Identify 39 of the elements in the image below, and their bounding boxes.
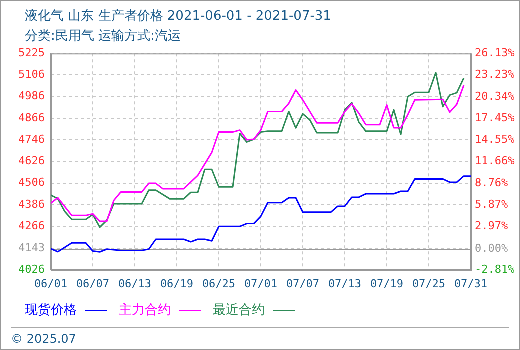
x-tick-label: 07/13 (328, 277, 362, 290)
y2-tick-label: 14.55% (475, 133, 516, 146)
x-tick-label: 07/19 (370, 277, 404, 290)
y-tick-label: 4626 (18, 154, 45, 168)
y2-tick-label: 17.45% (475, 111, 516, 124)
x-tick-label: 07/07 (286, 277, 320, 290)
y-tick-label: 4506 (18, 176, 45, 190)
y-tick-label: 4386 (18, 198, 45, 211)
x-tick-label: 07/25 (412, 277, 446, 290)
x-tick-label: 07/31 (454, 277, 488, 290)
y2-tick-label: 26.13% (475, 46, 516, 60)
y-tick-label: 4986 (18, 90, 45, 103)
y-tick-label: 4026 (18, 262, 45, 276)
x-tick-label: 06/19 (160, 277, 194, 290)
y2-tick-label: 20.34% (475, 90, 516, 103)
chart-subtitle: 分类:民用气 运输方式:汽运 (25, 28, 181, 45)
y-tick-label: 5106 (18, 68, 45, 81)
y2-tick-label: -2.81% (475, 262, 516, 276)
y-tick-label: 4746 (18, 132, 45, 146)
x-tick-label: 06/01 (34, 277, 68, 290)
legend-label: 最近合约 (213, 302, 265, 319)
x-tick-label: 06/07 (76, 277, 110, 290)
x-tick-label: 07/01 (244, 277, 278, 290)
y2-tick-label: 0.00% (475, 242, 508, 255)
y-tick-label: 4866 (18, 111, 45, 124)
chart-title: 液化气 山东 生产者价格 2021-06-01 - 2021-07-31 (25, 8, 332, 25)
y2-tick-label: 8.76% (475, 176, 508, 190)
y-tick-label: 4266 (18, 220, 45, 233)
y2-tick-label: 23.23% (475, 68, 516, 82)
x-tick-label: 06/25 (202, 277, 236, 290)
y2-tick-label: 11.66% (475, 154, 516, 168)
legend-label: 现货价格 (25, 302, 77, 319)
x-tick-label: 06/13 (118, 277, 152, 290)
y2-tick-label: 2.97% (475, 220, 508, 233)
y-tick-label: 5225 (18, 46, 45, 60)
text: © 2025.07 (11, 332, 76, 346)
legend-label: 主力合约 (119, 302, 171, 319)
y2-tick-label: 5.87% (475, 198, 508, 211)
y-tick-label: 4143 (18, 242, 45, 255)
